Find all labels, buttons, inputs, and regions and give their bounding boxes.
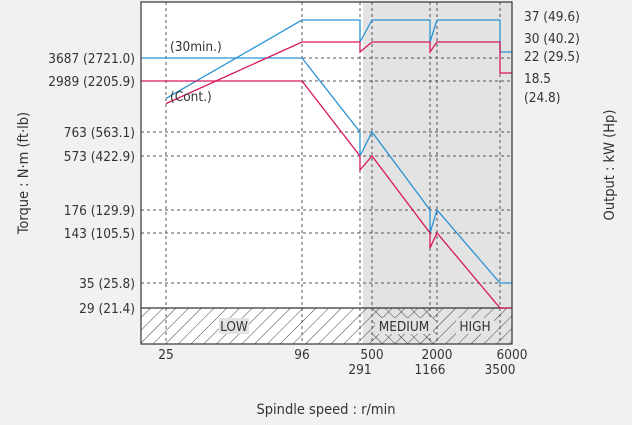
y-tick-label-torque: 29 (21.4) [79, 301, 135, 317]
series-30min-torque-line [141, 57, 512, 284]
x-tick-label: 500 [360, 347, 383, 363]
series-30min-output-line [165, 19, 512, 100]
x-tick-label: 6000 [497, 347, 528, 363]
y-tick-label-torque: 763 (563.1) [64, 125, 135, 141]
tick-labels: 3687 (2721.0) 2989 (2205.9) 763 (563.1) 573… [48, 9, 580, 378]
y-tick-label-torque: 143 (105.5) [64, 226, 135, 242]
x-tick-label: 3500 [485, 362, 516, 378]
y-tick-label-torque: 2989 (2205.9) [48, 74, 135, 90]
series-cont-torque-line [141, 80, 512, 309]
y-tick-label-output: 30 (40.2) [524, 31, 580, 47]
y-tick-label-torque: 3687 (2721.0) [48, 51, 135, 67]
y-tick-label-torque: 35 (25.8) [79, 276, 135, 292]
gear-range-high: HIGH [459, 319, 490, 335]
series-lines [141, 19, 512, 309]
x-tick-label: 1166 [415, 362, 446, 378]
x-tick-label: 291 [348, 362, 371, 378]
hatch-band [141, 308, 512, 344]
series-cont-output-line [165, 41, 512, 105]
x-tick-label: 25 [158, 347, 173, 363]
y-tick-label-torque: 176 (129.9) [64, 203, 135, 219]
x-tick-label: 96 [294, 347, 309, 363]
y-axis-title-left: Torque : N·m (ft·lb) [16, 112, 32, 235]
y-tick-label-output: 22 (29.5) [524, 49, 580, 65]
series-label-30min: (30min.) [170, 39, 222, 55]
low-label-bg [219, 318, 249, 334]
series-label-cont: (Cont.) [170, 89, 212, 105]
plot-area-low [141, 2, 363, 344]
plot-frame [140, 1, 513, 345]
medium-label-bg [375, 318, 433, 334]
y-axis-title-right: Output : kW (Hp) [602, 110, 618, 221]
y-tick-label-output: 18.5 [524, 71, 551, 87]
x-axis-title: Spindle speed : r/min [256, 402, 395, 418]
y-tick-label-torque: 573 (422.9) [64, 149, 135, 165]
gear-range-low: LOW [220, 319, 248, 335]
high-label-bg [456, 318, 494, 334]
y-tick-label-output: (24.8) [524, 90, 561, 106]
x-tick-label: 2000 [422, 347, 453, 363]
y-tick-label-output: 37 (49.6) [524, 9, 580, 25]
gear-range-medium: MEDIUM [379, 319, 429, 335]
